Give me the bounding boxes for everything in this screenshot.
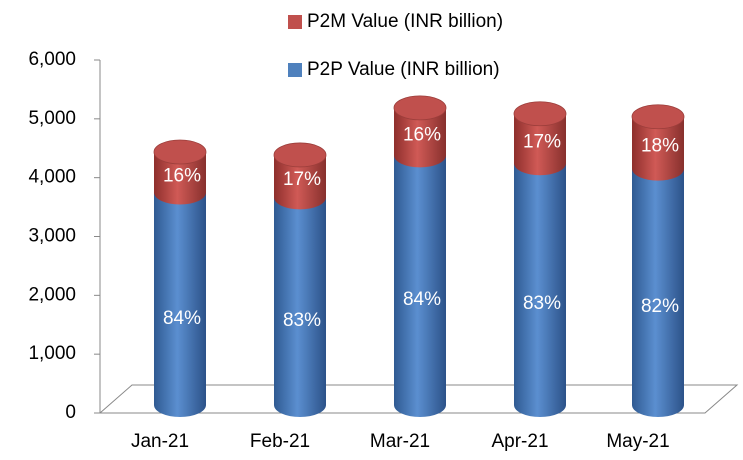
value-label: 84%: [163, 308, 201, 329]
bar: [632, 116, 684, 181]
floor: [98, 384, 739, 414]
y-tick-label: 1,000: [28, 343, 76, 364]
bar: [274, 197, 326, 417]
y-tick-label: 3,000: [28, 226, 76, 247]
bar: [154, 192, 206, 417]
bar-cap: [513, 101, 567, 127]
x-tick-label: Mar-21: [370, 431, 430, 452]
x-tick-label: Feb-21: [250, 431, 310, 452]
y-tick-label: 6,000: [28, 49, 76, 70]
y-tick-label: 4,000: [28, 167, 76, 188]
y-tick-label: 2,000: [28, 284, 76, 305]
bar: [632, 168, 684, 417]
bar: [394, 155, 446, 417]
value-label: 83%: [523, 293, 561, 314]
bar: [394, 107, 446, 168]
bar-cap: [153, 139, 207, 165]
legend-swatch: [288, 63, 302, 77]
value-label: 16%: [403, 125, 441, 146]
legend-label: P2M Value (INR billion): [307, 11, 503, 32]
bar: [274, 154, 326, 210]
value-label: 17%: [283, 169, 321, 190]
bar: [154, 152, 206, 205]
value-label: 83%: [283, 310, 321, 331]
x-tick-label: Jan-21: [131, 431, 189, 452]
value-label: 18%: [641, 136, 679, 157]
x-tick-label: Apr-21: [491, 431, 548, 452]
bar-cap: [631, 104, 685, 130]
y-tick-label: 5,000: [28, 108, 76, 129]
y-tick-label: 0: [65, 402, 76, 423]
value-label: 17%: [523, 132, 561, 153]
bar: [514, 113, 566, 176]
bar: [514, 163, 566, 417]
bar-cap: [273, 142, 327, 168]
legend-label: P2P Value (INR billion): [307, 59, 500, 80]
x-tick-label: May-21: [606, 431, 669, 452]
legend-swatch: [288, 15, 302, 29]
value-label: 82%: [641, 296, 679, 317]
value-label: 16%: [163, 165, 201, 186]
bar-cap: [393, 95, 447, 121]
value-label: 84%: [403, 289, 441, 310]
